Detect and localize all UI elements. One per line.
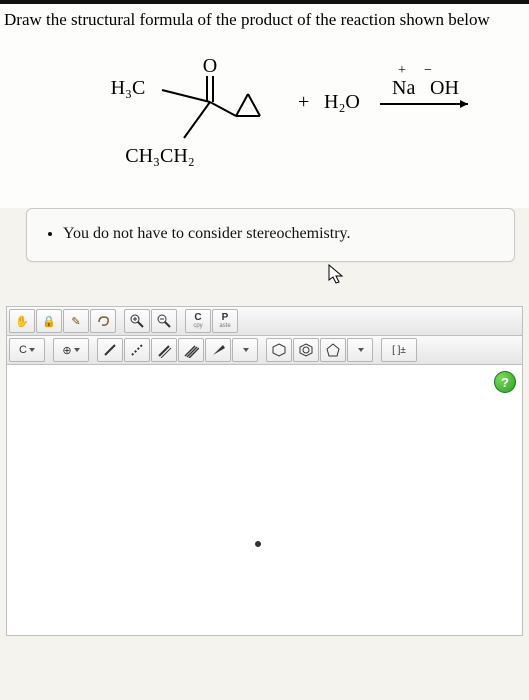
svg-text:O: O	[203, 55, 217, 77]
svg-text:H₃C: H₃C	[111, 77, 146, 99]
svg-text:H₂O: H₂O	[324, 91, 360, 113]
toolbar-row-2: C ⊕ [ ]±	[6, 335, 523, 364]
copy-button[interactable]: C cpy	[185, 309, 211, 333]
question-text: Draw the structural formula of the produ…	[0, 0, 529, 40]
benzene-icon	[271, 342, 287, 358]
zoom-out-icon	[156, 313, 172, 329]
toolbar-row-1: ✋ 🔒 ✎ C cpy P aste	[6, 306, 523, 335]
single-bond-icon	[102, 342, 118, 358]
pencil-button[interactable]: ✎	[63, 309, 89, 333]
triple-bond-icon	[183, 342, 199, 358]
svg-text:+: +	[398, 63, 406, 78]
wedge-bond-button[interactable]	[205, 338, 231, 362]
hand-icon: ✋	[15, 315, 29, 328]
wedge-bond-icon	[210, 342, 226, 358]
zoom-out-button[interactable]	[151, 309, 177, 333]
dashed-bond-button[interactable]	[124, 338, 150, 362]
charge-button[interactable]: [ ]±	[381, 338, 417, 362]
svg-text:CH₃CH₂: CH₃CH₂	[125, 145, 195, 167]
paste-button[interactable]: P aste	[212, 309, 238, 333]
structure-editor: ✋ 🔒 ✎ C cpy P aste C ⊕	[6, 306, 523, 636]
charge-label: [ ]±	[392, 345, 406, 356]
lasso-button[interactable]	[90, 309, 116, 333]
cyclohexane-button[interactable]	[293, 338, 319, 362]
element-picker-button[interactable]: C	[9, 338, 45, 362]
cyclopentane-button[interactable]	[320, 338, 346, 362]
help-button[interactable]: ?	[494, 371, 516, 393]
dashed-bond-icon	[129, 342, 145, 358]
note-text: You do not have to consider stereochemis…	[63, 225, 496, 243]
svg-text:OH: OH	[430, 77, 459, 99]
drawing-canvas[interactable]: ?	[6, 364, 523, 636]
triple-bond-button[interactable]	[178, 338, 204, 362]
pencil-icon: ✎	[71, 315, 80, 328]
double-bond-icon	[156, 342, 172, 358]
cyclopentane-icon	[325, 342, 341, 358]
paste-label: P	[222, 313, 229, 323]
benzene-button[interactable]	[266, 338, 292, 362]
instruction-note: You do not have to consider stereochemis…	[26, 208, 515, 262]
bond-more-button[interactable]	[232, 338, 258, 362]
svg-text:Na: Na	[392, 77, 415, 99]
lock-button[interactable]: 🔒	[36, 309, 62, 333]
svg-text:+: +	[298, 91, 309, 113]
zoom-in-button[interactable]	[124, 309, 150, 333]
lock-icon: 🔒	[42, 315, 56, 328]
plus-circle-icon: ⊕	[62, 344, 71, 357]
paste-sublabel: aste	[219, 323, 230, 329]
copy-sublabel: cpy	[193, 323, 202, 329]
svg-text:−: −	[424, 63, 432, 78]
cursor-icon	[328, 264, 346, 286]
element-c-label: C	[19, 344, 27, 356]
copy-label: C	[194, 313, 201, 323]
cyclohexane-icon	[298, 342, 314, 358]
single-bond-button[interactable]	[97, 338, 123, 362]
add-atom-button[interactable]: ⊕	[53, 338, 89, 362]
reaction-diagram: O H₃C CH₃CH₂ + H₂O + − Na OH	[0, 40, 529, 208]
reaction-svg: O H₃C CH₃CH₂ + H₂O + − Na OH	[0, 50, 529, 190]
ring-more-button[interactable]	[347, 338, 373, 362]
hand-tool-button[interactable]: ✋	[9, 309, 35, 333]
zoom-in-icon	[129, 313, 145, 329]
lasso-icon	[96, 314, 110, 328]
double-bond-button[interactable]	[151, 338, 177, 362]
canvas-dot	[255, 541, 261, 547]
